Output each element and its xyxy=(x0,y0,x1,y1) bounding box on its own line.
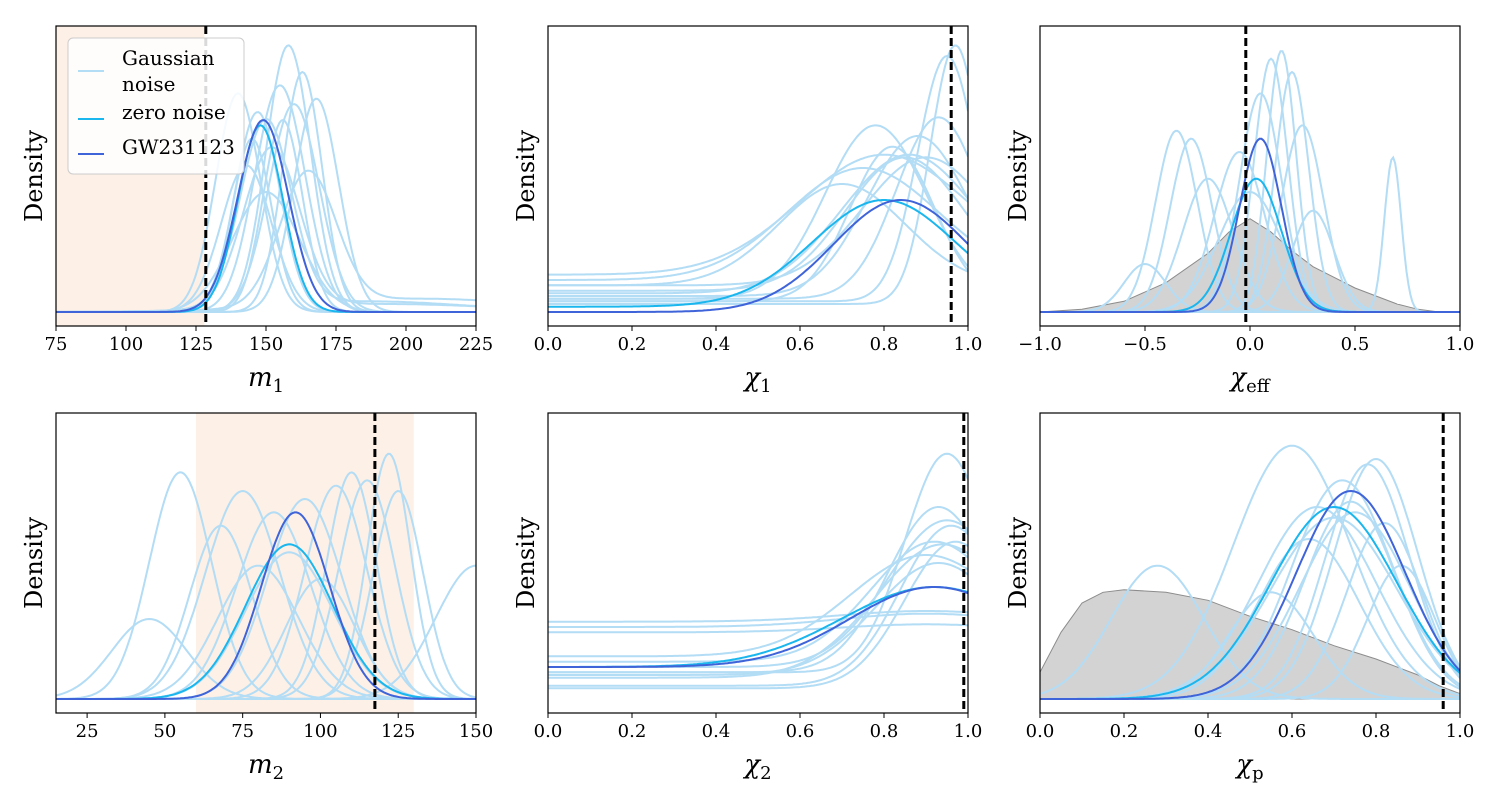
axes-frame xyxy=(55,412,477,714)
x-tick-label: 150 xyxy=(249,334,283,355)
subplot-chip: 0.0 0.2 0.4 0.6 0.8 1.0 Density χp xyxy=(1004,412,1475,784)
y-axis-label: Density xyxy=(512,130,540,223)
x-tick-label: −1.0 xyxy=(1018,334,1062,355)
x-tick-label: 1.0 xyxy=(954,334,983,355)
x-tick-label: 0.5 xyxy=(1341,334,1370,355)
gaussian-noise-curve-0 xyxy=(548,54,968,303)
gw231123-curve xyxy=(1040,489,1460,700)
gw231123-curve xyxy=(548,586,968,668)
gaussian-noise-curve-9 xyxy=(548,610,968,623)
legend-gaussian-label: Gaussian xyxy=(122,46,215,70)
legend-gaussian-label: noise xyxy=(122,72,175,96)
x-tick-label: 75 xyxy=(45,334,68,355)
x-tick-label: 0.0 xyxy=(534,721,563,742)
subplot-chi2: 0.0 0.2 0.4 0.6 0.8 1.0 Density χ2 xyxy=(512,412,983,784)
x-axis-label: m2 xyxy=(248,750,284,784)
gaussian-noise-curve-3 xyxy=(548,540,968,663)
x-axis-label: χeff xyxy=(1228,363,1270,397)
gaussian-noise-curve-1 xyxy=(548,44,968,305)
x-tick-label: 0.6 xyxy=(1278,721,1307,742)
x-tick-label: 1.0 xyxy=(1446,334,1475,355)
x-tick-label: 0.4 xyxy=(702,721,731,742)
x-tick-label: 0.0 xyxy=(1236,334,1265,355)
x-tick-label: 225 xyxy=(459,334,493,355)
gaussian-noise-curve-0 xyxy=(1040,444,1460,700)
legend-box xyxy=(67,37,245,175)
x-tick-label: 0.4 xyxy=(702,334,731,355)
x-axis-label: m1 xyxy=(248,363,284,397)
x-tick-label: 150 xyxy=(459,721,493,742)
gaussian-noise-curve-5 xyxy=(548,554,968,658)
x-tick-label: 75 xyxy=(231,721,254,742)
x-tick-label: 1.0 xyxy=(1446,721,1475,742)
gaussian-noise-curve-8 xyxy=(548,623,968,634)
plot-area xyxy=(548,26,968,326)
gw231123-curve xyxy=(56,119,476,313)
gw231123-curve xyxy=(1040,137,1460,313)
gaussian-noise-curve-1 xyxy=(548,506,968,674)
x-tick-label: 0.2 xyxy=(1110,721,1139,742)
x-tick-label: 100 xyxy=(303,721,337,742)
gaussian-noise-curve-9 xyxy=(548,116,968,300)
x-tick-label: 0.8 xyxy=(870,721,899,742)
subplot-chi1: 0.0 0.2 0.4 0.6 0.8 1.0 Density χ1 xyxy=(512,25,983,397)
x-axis-label: χ1 xyxy=(742,363,771,397)
x-tick-label: 0.0 xyxy=(1026,721,1055,742)
x-tick-label: 0.8 xyxy=(870,334,899,355)
gaussian-noise-curve-7 xyxy=(548,612,968,628)
x-tick-label: 0.6 xyxy=(786,334,815,355)
gaussian-noise-curve-7 xyxy=(548,135,968,297)
x-tick-label: 1.0 xyxy=(954,721,983,742)
x-tick-label: 125 xyxy=(179,334,213,355)
x-tick-label: 25 xyxy=(76,721,99,742)
gaussian-noise-curve-8 xyxy=(548,183,968,287)
x-tick-label: 125 xyxy=(381,721,415,742)
y-axis-label: Density xyxy=(20,130,48,223)
axes-frame xyxy=(1039,412,1461,714)
x-tick-label: −0.5 xyxy=(1123,334,1167,355)
x-tick-label: 50 xyxy=(153,721,176,742)
legend-zero-noise-label: zero noise xyxy=(122,100,226,124)
gw231123-curve xyxy=(56,511,476,700)
shaded-region xyxy=(196,413,414,713)
x-tick-label: 0.4 xyxy=(1194,721,1223,742)
y-axis-label: Density xyxy=(1004,517,1032,610)
x-tick-label: 175 xyxy=(319,334,353,355)
y-axis-label: Density xyxy=(1004,130,1032,223)
gaussian-noise-curve-6 xyxy=(548,543,968,679)
axes-frame xyxy=(547,412,969,714)
gaussian-noise-curve-5 xyxy=(548,167,968,281)
axes-frame xyxy=(547,25,969,327)
gaussian-noise-curve-11 xyxy=(548,562,968,676)
x-axis-label: χp xyxy=(1234,750,1263,784)
x-tick-label: 0.6 xyxy=(786,721,815,742)
plot-area xyxy=(1040,26,1460,326)
x-tick-label: 0.2 xyxy=(618,721,647,742)
subplot-m2: 25 50 75 100 125 150 Density m2 xyxy=(20,412,493,784)
plot-area xyxy=(548,413,968,713)
legend-gw231123-label: GW231123 xyxy=(122,135,235,159)
plot-area xyxy=(56,413,476,713)
gaussian-noise-curve-11 xyxy=(548,153,968,295)
x-tick-label: 0.8 xyxy=(1362,721,1391,742)
gw231123-curve xyxy=(548,199,968,313)
x-tick-label: 0.0 xyxy=(534,334,563,355)
subplot-chieff: −1.0 −0.5 0.0 0.5 1.0 Density χeff xyxy=(1004,25,1475,397)
gaussian-noise-curve-10 xyxy=(548,540,968,690)
prior-distribution xyxy=(1040,218,1460,313)
x-tick-label: 0.2 xyxy=(618,334,647,355)
x-axis-label: χ2 xyxy=(742,750,771,784)
plot-area xyxy=(1040,413,1460,713)
zero-noise-curve xyxy=(548,199,968,308)
subplot-m1: 75 100 125 150 175 200 225 Density m1 Gaussiannoi… xyxy=(20,25,493,397)
y-axis-label: Density xyxy=(20,517,48,610)
y-axis-label: Density xyxy=(512,517,540,610)
x-tick-label: 200 xyxy=(389,334,423,355)
x-tick-label: 100 xyxy=(109,334,143,355)
